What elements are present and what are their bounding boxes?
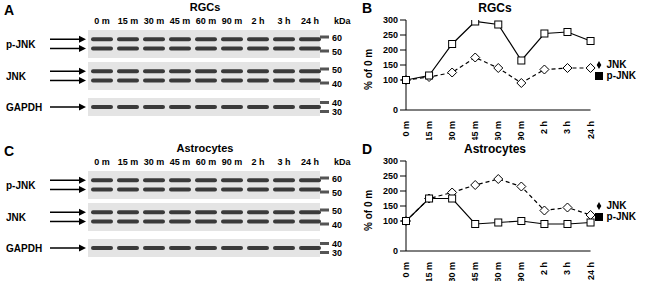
svg-text:150: 150	[383, 60, 398, 70]
svg-text:60: 60	[332, 33, 342, 43]
svg-text:A: A	[8, 2, 14, 18]
svg-text:60 m: 60 m	[493, 262, 503, 281]
svg-text:kDa: kDa	[334, 157, 352, 167]
svg-text:JNK: JNK	[8, 71, 27, 82]
svg-text:100: 100	[383, 216, 398, 226]
svg-text:30: 30	[332, 248, 342, 258]
svg-text:90 m: 90 m	[222, 157, 243, 167]
svg-text:45 m: 45 m	[170, 157, 191, 167]
svg-text:40: 40	[332, 220, 342, 230]
svg-text:50: 50	[332, 65, 342, 75]
svg-text:15 m: 15 m	[118, 16, 139, 26]
svg-text:24 h: 24 h	[301, 16, 319, 26]
svg-text:60 m: 60 m	[493, 121, 503, 140]
svg-text:30 m: 30 m	[447, 262, 457, 281]
svg-text:0 m: 0 m	[401, 121, 411, 137]
svg-text:p-JNK: p-JNK	[8, 180, 36, 191]
svg-text:RGCs: RGCs	[190, 1, 221, 13]
svg-text:2 h: 2 h	[251, 157, 264, 167]
svg-text:60: 60	[332, 174, 342, 184]
svg-text:15 m: 15 m	[424, 121, 434, 140]
svg-text:kDa: kDa	[334, 16, 352, 26]
svg-text:% of 0 m: % of 0 m	[363, 49, 374, 90]
svg-text:300: 300	[383, 15, 398, 25]
svg-text:3 h: 3 h	[277, 16, 290, 26]
svg-text:0 m: 0 m	[94, 16, 110, 26]
svg-text:0 m: 0 m	[94, 157, 110, 167]
svg-text:90 m: 90 m	[222, 16, 243, 26]
svg-text:40: 40	[332, 98, 342, 108]
svg-text:p-JNK: p-JNK	[8, 39, 36, 50]
svg-text:3 h: 3 h	[277, 157, 290, 167]
svg-text:24 h: 24 h	[586, 121, 596, 139]
svg-text:250: 250	[383, 30, 398, 40]
svg-text:50: 50	[332, 47, 342, 57]
svg-text:30 m: 30 m	[144, 157, 165, 167]
svg-text:45 m: 45 m	[470, 121, 480, 140]
svg-text:40: 40	[332, 239, 342, 249]
svg-text:250: 250	[383, 171, 398, 181]
svg-text:30 m: 30 m	[144, 16, 165, 26]
svg-text:40: 40	[332, 79, 342, 89]
svg-text:Astrocytes: Astrocytes	[177, 142, 234, 154]
svg-text:2 h: 2 h	[539, 262, 549, 275]
svg-text:50: 50	[332, 188, 342, 198]
svg-text:GAPDH: GAPDH	[8, 102, 42, 113]
svg-text:100: 100	[383, 75, 398, 85]
svg-text:150: 150	[383, 201, 398, 211]
html-text:Astrocytes: Astrocytes	[464, 142, 526, 156]
html-text:B: B	[362, 0, 373, 16]
svg-text:200: 200	[383, 186, 398, 196]
svg-text:30: 30	[332, 107, 342, 117]
svg-text:45 m: 45 m	[170, 16, 191, 26]
svg-text:60 m: 60 m	[196, 16, 217, 26]
html-text:D: D	[362, 141, 373, 157]
svg-text:JNK: JNK	[8, 212, 27, 223]
svg-text:3 h: 3 h	[562, 121, 572, 134]
svg-text:60 m: 60 m	[196, 157, 217, 167]
svg-text:90 m: 90 m	[516, 262, 526, 281]
svg-text:24 h: 24 h	[586, 262, 596, 280]
svg-text:50: 50	[332, 206, 342, 216]
svg-text:0: 0	[393, 246, 398, 256]
svg-text:30 m: 30 m	[447, 121, 457, 140]
svg-text:0: 0	[393, 105, 398, 115]
svg-text:GAPDH: GAPDH	[8, 243, 42, 254]
svg-text:90 m: 90 m	[516, 121, 526, 140]
html-text:p-JNK: p-JNK	[606, 211, 636, 222]
svg-text:24 h: 24 h	[301, 157, 319, 167]
html-text:p-JNK: p-JNK	[606, 70, 636, 81]
svg-text:2 h: 2 h	[251, 16, 264, 26]
svg-text:15 m: 15 m	[424, 262, 434, 281]
svg-text:300: 300	[383, 156, 398, 166]
svg-text:0 m: 0 m	[401, 262, 411, 278]
html-text:JNK: JNK	[606, 59, 627, 70]
svg-text:C: C	[8, 143, 14, 159]
svg-text:3 h: 3 h	[562, 262, 572, 275]
svg-text:15 m: 15 m	[118, 157, 139, 167]
svg-text:2 h: 2 h	[539, 121, 549, 134]
svg-text:45 m: 45 m	[470, 262, 480, 281]
svg-text:% of 0 m: % of 0 m	[363, 190, 374, 231]
svg-text:200: 200	[383, 45, 398, 55]
html-text:RGCs: RGCs	[478, 1, 512, 15]
html-text:JNK: JNK	[606, 200, 627, 211]
